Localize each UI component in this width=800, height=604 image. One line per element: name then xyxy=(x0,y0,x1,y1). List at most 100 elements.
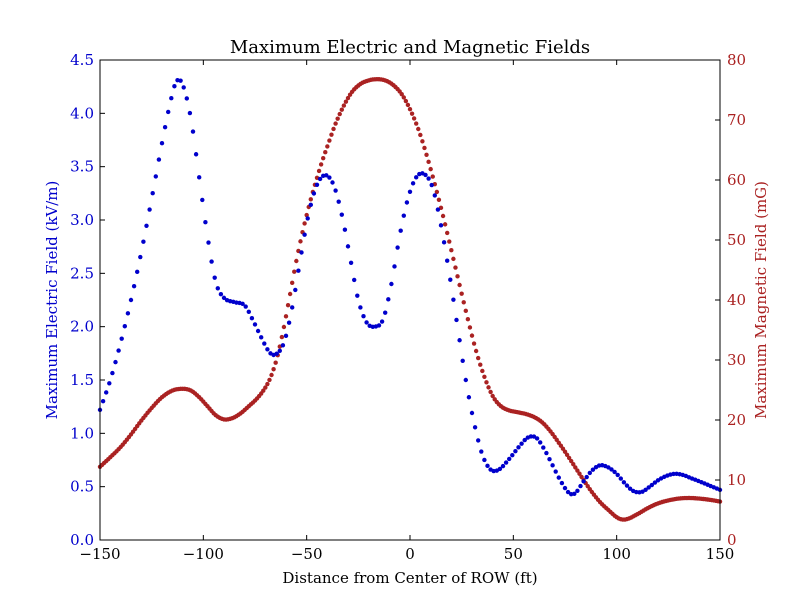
electric-field-point xyxy=(466,395,472,400)
magnetic-field-point xyxy=(463,308,468,314)
magnetic-field-point xyxy=(335,116,340,121)
electric-field-point xyxy=(150,190,155,196)
electric-field-point xyxy=(153,174,158,179)
y-tick-label-left: 2.5 xyxy=(70,264,94,282)
electric-field-point xyxy=(395,245,400,250)
electric-field-point xyxy=(432,193,437,198)
electric-field-point xyxy=(135,269,140,275)
magnetic-field-point xyxy=(436,197,442,202)
magnetic-field-point xyxy=(263,385,268,390)
magnetic-field-point xyxy=(575,468,580,473)
y-tick-label-left: 3.0 xyxy=(70,211,94,229)
magnetic-field-point xyxy=(465,317,471,322)
electric-field-point xyxy=(538,440,543,445)
electric-field-point xyxy=(398,228,403,233)
magnetic-field-point xyxy=(279,334,285,340)
electric-field-point xyxy=(550,463,555,468)
magnetic-field-point xyxy=(294,258,299,264)
electric-field-point xyxy=(423,172,428,178)
magnetic-field-point xyxy=(577,471,582,476)
magnetic-field-point xyxy=(426,159,431,165)
magnetic-field-point xyxy=(490,393,495,399)
electric-field-point xyxy=(414,175,419,180)
electric-field-point xyxy=(166,109,171,115)
electric-field-point xyxy=(259,335,264,340)
electric-field-point xyxy=(116,348,121,353)
electric-field-point xyxy=(107,381,112,386)
magnetic-field-point xyxy=(484,380,489,385)
electric-field-point xyxy=(255,328,261,334)
electric-field-point xyxy=(565,489,571,495)
magnetic-field-point xyxy=(283,314,289,319)
electric-field-point xyxy=(476,438,481,443)
y-tick-label-right: 0 xyxy=(727,531,737,549)
electric-field-point xyxy=(386,297,391,302)
electric-field-point xyxy=(104,390,109,395)
electric-field-point xyxy=(286,320,292,325)
electric-field-point xyxy=(643,487,648,492)
y-tick-label-left: 1.5 xyxy=(70,371,94,389)
magnetic-field-point xyxy=(473,348,479,354)
y-tick-label-left: 0.5 xyxy=(70,478,94,496)
x-tick-label: 150 xyxy=(706,545,735,563)
y-tick-label-right: 30 xyxy=(727,351,746,369)
magnetic-field-point xyxy=(457,282,462,288)
magnetic-field-point xyxy=(302,221,307,226)
electric-field-point xyxy=(240,301,245,307)
electric-field-point xyxy=(345,244,351,249)
electric-field-point xyxy=(441,240,447,245)
electric-field-point xyxy=(169,96,174,101)
electric-field-point xyxy=(156,157,162,162)
y-tick-label-left: 3.5 xyxy=(70,158,94,176)
y-tick-label-right: 40 xyxy=(727,291,746,309)
electric-field-point xyxy=(649,482,654,488)
electric-field-point xyxy=(197,175,202,180)
electric-field-point xyxy=(277,348,282,353)
magnetic-field-point xyxy=(341,103,347,108)
electric-field-point xyxy=(355,293,360,298)
electric-field-point xyxy=(624,483,630,488)
magnetic-field-point xyxy=(339,107,344,112)
electric-field-point xyxy=(209,259,214,264)
electric-field-point xyxy=(184,96,189,101)
electric-field-point xyxy=(131,283,137,289)
electric-field-point xyxy=(159,141,165,146)
electric-field-point xyxy=(562,485,568,491)
electric-field-point xyxy=(122,324,128,329)
magnetic-field-point xyxy=(407,107,413,112)
electric-field-point xyxy=(358,305,363,310)
x-tick-label: 0 xyxy=(405,545,415,563)
magnetic-field-point xyxy=(564,452,570,457)
electric-field-point xyxy=(113,359,118,365)
magnetic-field-point xyxy=(416,126,421,132)
electric-field-point xyxy=(215,286,220,291)
magnetic-field-point xyxy=(292,269,297,274)
magnetic-field-point xyxy=(321,155,326,161)
electric-field-point xyxy=(435,207,441,212)
electric-field-point xyxy=(280,343,286,348)
magnetic-field-point xyxy=(571,462,576,467)
magnetic-field-point xyxy=(440,213,446,219)
electric-field-point xyxy=(671,471,676,477)
electric-field-point xyxy=(119,336,124,341)
electric-field-point xyxy=(469,410,475,416)
electric-field-point xyxy=(463,377,468,383)
electric-field-point xyxy=(445,258,450,263)
electric-field-point xyxy=(547,456,552,462)
magnetic-field-point xyxy=(401,95,406,100)
magnetic-field-point xyxy=(467,325,473,330)
electric-field-point xyxy=(615,472,620,478)
electric-field-point xyxy=(308,202,313,208)
electric-field-point xyxy=(448,277,453,282)
magnetic-field-point xyxy=(273,360,278,365)
electric-field-point xyxy=(460,358,465,363)
electric-field-point xyxy=(311,191,317,196)
electric-field-point xyxy=(438,223,444,228)
electric-field-point xyxy=(534,436,540,441)
electric-field-point xyxy=(203,220,208,225)
magnetic-field-point xyxy=(424,152,429,157)
electric-field-point xyxy=(110,370,115,376)
electric-field-point xyxy=(243,304,248,309)
electric-field-point xyxy=(472,425,478,430)
electric-field-point xyxy=(190,129,196,134)
